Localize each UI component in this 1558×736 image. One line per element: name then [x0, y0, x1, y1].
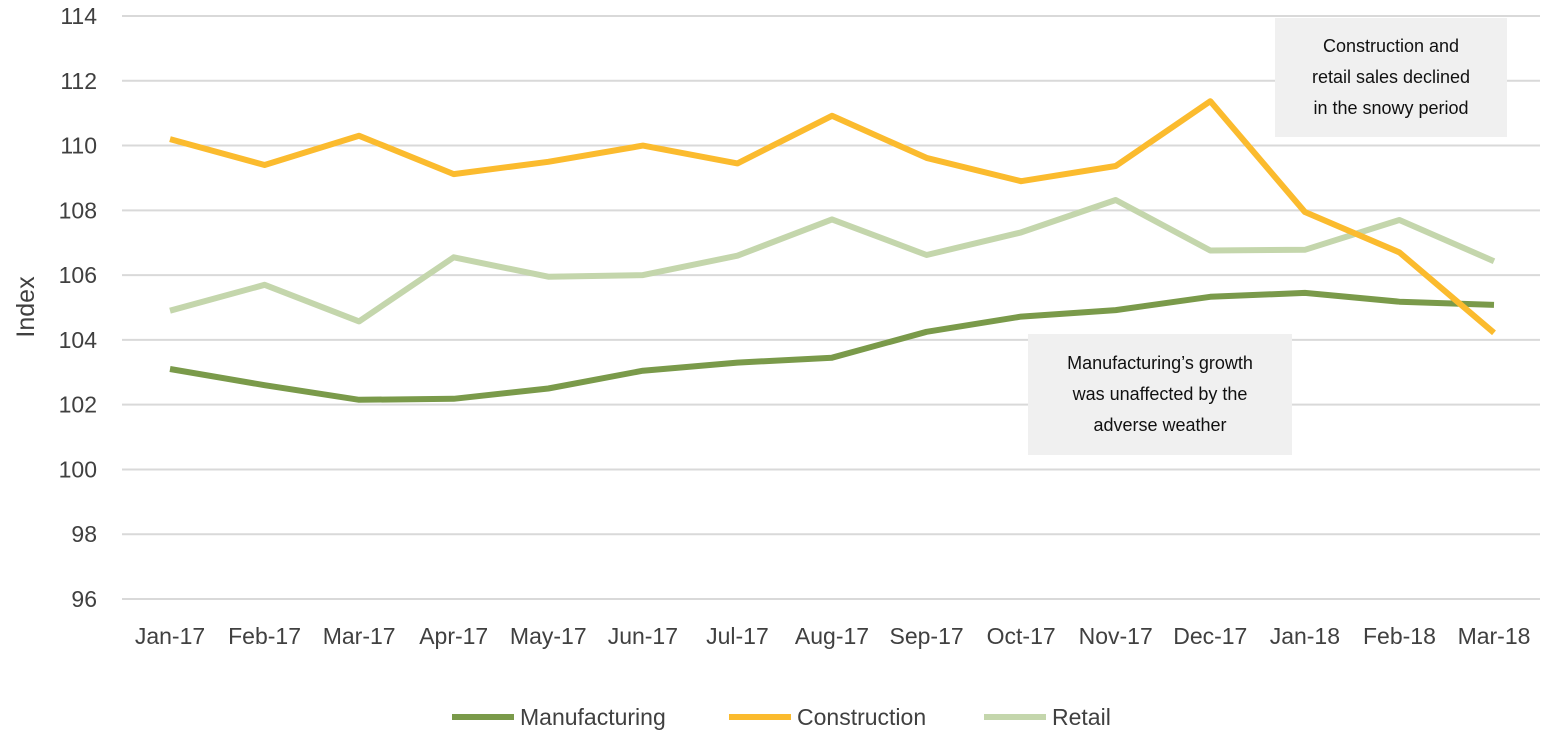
x-tick-label: Feb-18	[1363, 623, 1436, 649]
legend-label-construction: Construction	[797, 704, 926, 730]
x-tick-label: Feb-17	[228, 623, 301, 649]
y-tick-label: 100	[59, 456, 97, 482]
x-axis-ticks: Jan-17 Feb-17 Mar-17 Apr-17 May-17 Jun-17 Jul-…	[135, 623, 1531, 649]
x-tick-label: Dec-17	[1173, 623, 1247, 649]
x-tick-label: Apr-17	[419, 623, 488, 649]
x-tick-label: May-17	[510, 623, 587, 649]
annotation-text: Construction and retail sales declined in …	[1311, 36, 1471, 118]
x-tick-label: Aug-17	[795, 623, 869, 649]
x-tick-label: Mar-17	[323, 623, 396, 649]
annotation-manufacturing: Manufacturing’s growth was unaffected by …	[1028, 334, 1292, 455]
legend-label-retail: Retail	[1052, 704, 1111, 730]
x-tick-label: Sep-17	[889, 623, 963, 649]
annotation-retail-construction: Construction and retail sales declined in …	[1275, 18, 1507, 137]
y-axis-ticks: 96 98 100 102 104 106 108 110 112 114	[59, 3, 98, 612]
x-tick-label: Jan-18	[1270, 623, 1340, 649]
x-tick-label: Jun-17	[608, 623, 678, 649]
y-tick-label: 96	[71, 586, 97, 612]
y-tick-label: 98	[71, 521, 97, 547]
y-tick-label: 102	[59, 392, 97, 418]
y-axis-label: Index	[12, 276, 40, 338]
y-tick-label: 108	[59, 197, 97, 223]
series-lines	[169, 98, 1496, 403]
x-tick-label: Nov-17	[1079, 623, 1153, 649]
series-line-retail	[169, 197, 1496, 325]
legend-label-manufacturing: Manufacturing	[520, 704, 666, 730]
series-line-construction	[169, 98, 1496, 336]
y-tick-label: 112	[60, 68, 97, 94]
series-line-manufacturing	[169, 289, 1495, 403]
y-tick-label: 114	[60, 3, 97, 29]
x-tick-label: Mar-18	[1458, 623, 1531, 649]
legend: Manufacturing Construction Retail	[452, 704, 1111, 730]
x-tick-label: Jan-17	[135, 623, 205, 649]
y-tick-label: 110	[60, 133, 97, 159]
x-tick-label: Oct-17	[987, 623, 1056, 649]
y-tick-label: 104	[59, 327, 98, 353]
y-tick-label: 106	[59, 262, 97, 288]
annotation-text: Manufacturing’s growth was unaffected by …	[1067, 353, 1253, 435]
x-tick-label: Jul-17	[706, 623, 769, 649]
gridlines	[122, 15, 1540, 600]
